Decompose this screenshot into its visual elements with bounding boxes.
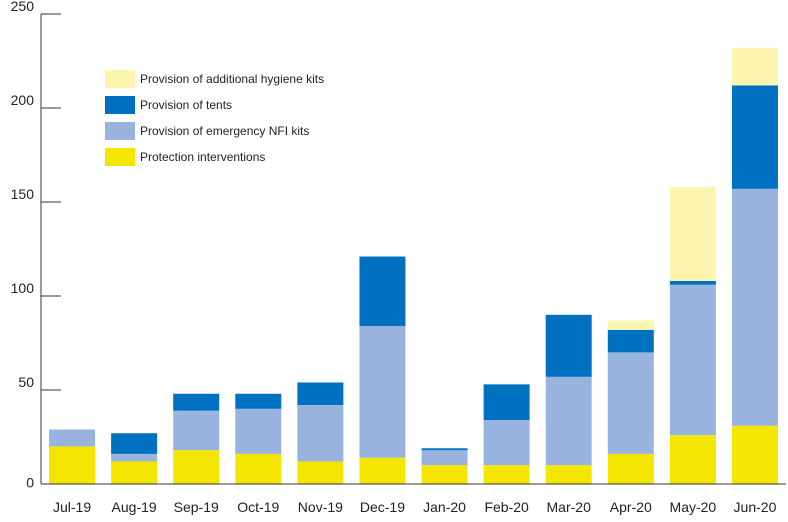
bar-segment-nov-19-series-2: [297, 382, 344, 406]
bar-segment-jun-20-series-0: [731, 425, 778, 484]
bar-segment-dec-19-series-2: [359, 256, 406, 327]
bar-segment-oct-19-series-0: [235, 453, 282, 484]
bar-segment-apr-20-series-2: [607, 329, 654, 353]
legend-swatch: [105, 148, 135, 166]
legend-label: Provision of tents: [140, 98, 232, 112]
bar-segment-aug-19-series-2: [111, 433, 158, 454]
x-tick-label: Sep-19: [174, 499, 219, 515]
bar-segment-mar-20-series-0: [545, 465, 592, 484]
x-tick-label: Apr-20: [610, 499, 652, 515]
bar-segment-may-20-series-2: [669, 280, 716, 285]
bar-segment-mar-20-series-2: [545, 314, 592, 377]
bar-segment-apr-20-series-1: [607, 352, 654, 454]
bar-segment-may-20-series-0: [669, 435, 716, 484]
bar-segment-mar-20-series-1: [545, 376, 592, 466]
bar-segment-feb-20-series-0: [483, 465, 530, 484]
bar-segment-may-20-series-1: [669, 284, 716, 436]
y-tick-label: 0: [26, 475, 34, 491]
bar-segment-nov-19-series-1: [297, 405, 344, 462]
y-tick-label: 250: [11, 0, 35, 14]
bar-segment-aug-19-series-0: [111, 461, 158, 484]
bar-segment-sep-19-series-0: [173, 450, 220, 484]
bar-segment-jan-20-series-1: [421, 450, 468, 466]
bar-segment-oct-19-series-2: [235, 393, 282, 409]
x-tick-label: Nov-19: [298, 499, 343, 515]
bar-segment-feb-20-series-2: [483, 384, 530, 421]
x-tick-label: Mar-20: [547, 499, 592, 515]
x-axis: Jul-19 Aug-19 Sep-19 Oct-19 Nov-19 Dec-19 Jan-…: [41, 483, 786, 515]
y-tick-label: 200: [11, 92, 35, 108]
bar-segment-dec-19-series-0: [359, 457, 406, 484]
legend-swatch: [105, 70, 135, 88]
legend-swatch: [105, 122, 135, 140]
bar-segment-jul-19-series-1: [49, 429, 96, 447]
x-tick-label: Aug-19: [112, 499, 157, 515]
bar-segment-apr-20-series-0: [607, 453, 654, 484]
x-tick-label: Jul-19: [53, 499, 91, 515]
x-tick-label: Feb-20: [484, 499, 529, 515]
bar-segment-jun-20-series-2: [731, 85, 778, 189]
bar-segment-sep-19-series-2: [173, 393, 220, 411]
legend-swatch: [105, 96, 135, 114]
bar-segment-feb-20-series-1: [483, 420, 530, 466]
bar-segment-jan-20-series-2: [421, 448, 468, 451]
x-tick-label: May-20: [670, 499, 717, 515]
bar-segment-apr-20-series-3: [607, 320, 654, 330]
bar-segment-aug-19-series-1: [111, 453, 158, 462]
bar-segment-jul-19-series-0: [49, 446, 96, 484]
bar-segment-jun-20-series-1: [731, 188, 778, 426]
bar-segment-may-20-series-3: [669, 186, 716, 281]
bar-segment-oct-19-series-1: [235, 408, 282, 454]
y-axis: 0 50 100 150 200 250: [11, 0, 61, 491]
x-tick-label: Jun-20: [734, 499, 777, 515]
legend-label: Protection interventions: [140, 150, 265, 164]
legend: Provision of additional hygiene kits Prov…: [105, 70, 324, 166]
x-tick-label: Oct-19: [237, 499, 279, 515]
bar-segment-jun-20-series-3: [731, 47, 778, 86]
x-tick-label: Jan-20: [423, 499, 466, 515]
y-tick-label: 150: [11, 186, 35, 202]
bar-segment-sep-19-series-1: [173, 410, 220, 451]
y-tick-label: 100: [11, 280, 35, 296]
bars: [49, 47, 778, 484]
y-tick-label: 50: [18, 374, 34, 390]
bar-segment-dec-19-series-1: [359, 326, 406, 458]
legend-label: Provision of emergency NFI kits: [140, 124, 309, 138]
bar-segment-nov-19-series-0: [297, 461, 344, 484]
bar-segment-jan-20-series-0: [421, 465, 468, 484]
x-tick-label: Dec-19: [360, 499, 405, 515]
legend-label: Provision of additional hygiene kits: [140, 72, 324, 86]
